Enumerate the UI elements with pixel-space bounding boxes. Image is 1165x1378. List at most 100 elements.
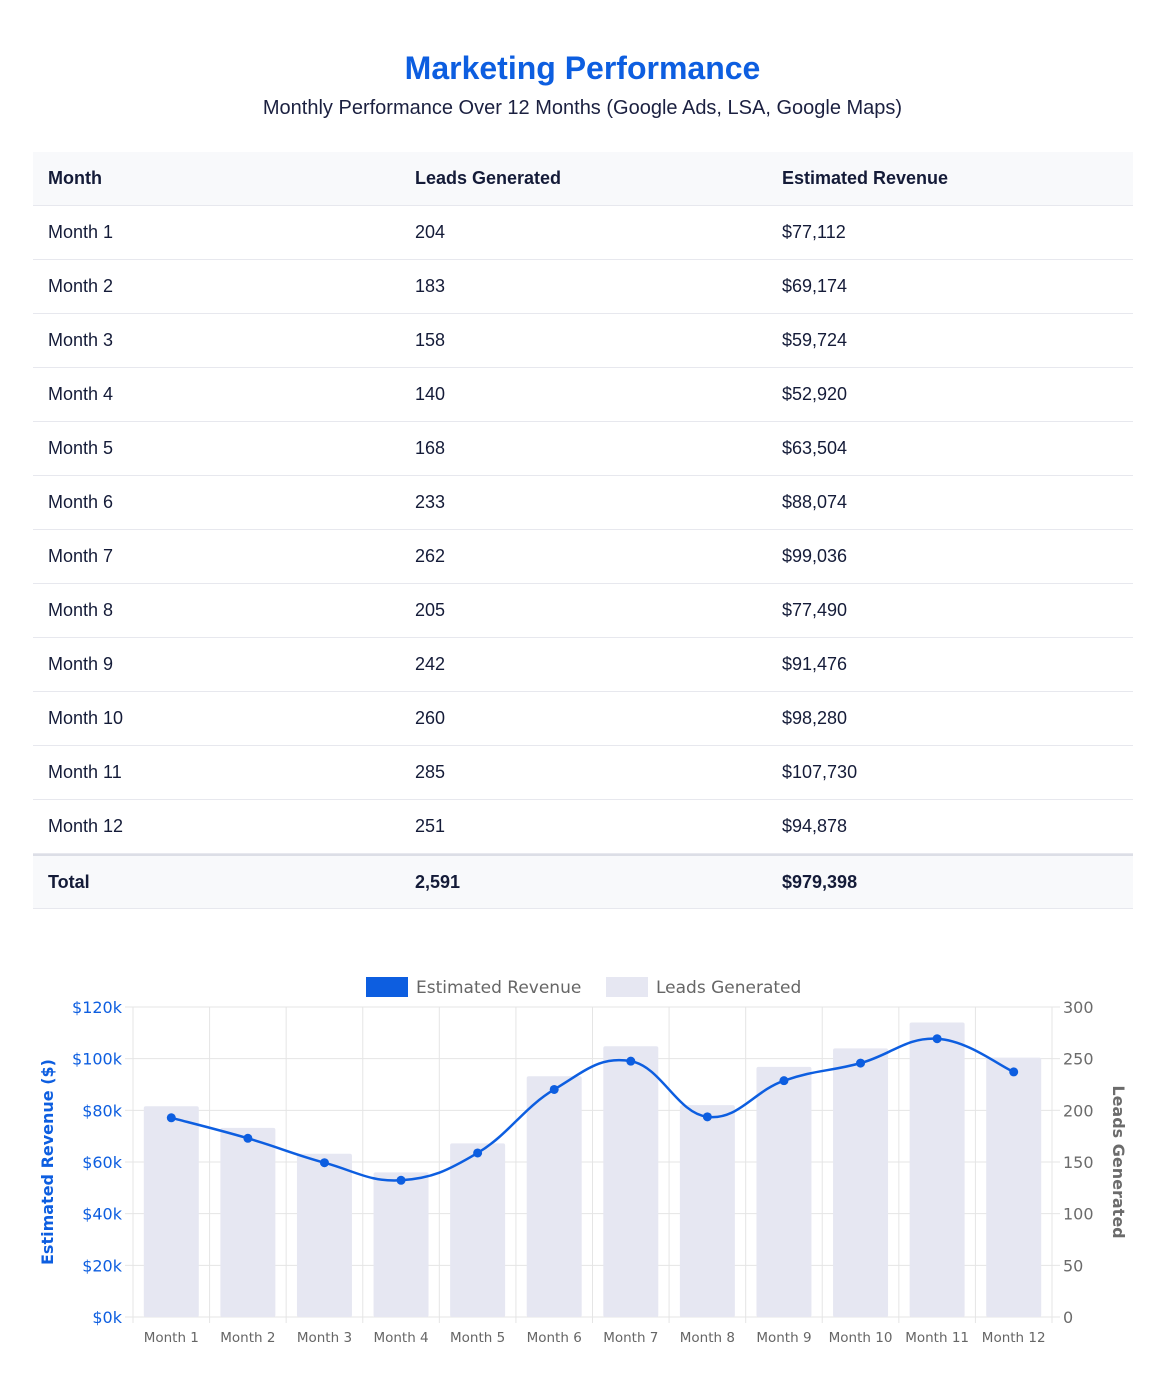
- leads-bar: [986, 1057, 1042, 1317]
- y2-tick-label: 0: [1063, 1308, 1073, 1327]
- y2-tick-label: 300: [1063, 998, 1094, 1017]
- legend-swatch-revenue: [366, 977, 408, 997]
- leads-cell: 158: [415, 330, 446, 350]
- y-tick-label: $80k: [82, 1101, 123, 1120]
- x-tick-label: Month 7: [603, 1330, 658, 1346]
- month-cell: Month 1: [48, 222, 114, 242]
- month-cell: Month 9: [48, 654, 114, 674]
- revenue-cell: $91,476: [782, 654, 848, 674]
- table-row: Month 8 205 $77,490: [33, 584, 1133, 638]
- month-cell: Month 5: [48, 438, 114, 458]
- leads-bar: [909, 1022, 965, 1317]
- y-tick-label: $0k: [92, 1308, 122, 1327]
- x-tick-label: Month 6: [527, 1330, 582, 1346]
- x-tick-label: Month 9: [756, 1330, 811, 1346]
- revenue-cell: $98,280: [782, 708, 848, 728]
- table-total-row: Total 2,591 $979,398: [33, 854, 1133, 909]
- table-row: Month 3 158 $59,724: [33, 314, 1133, 368]
- leads-cell: 262: [415, 546, 446, 566]
- table-row: Month 6 233 $88,074: [33, 476, 1133, 530]
- revenue-point: [549, 1084, 559, 1094]
- combo-chart: $0k $20k $40k $60k $80k $100k $120k 0 50 100 150 20…: [38, 977, 1128, 1346]
- y2-tick-label: 200: [1063, 1101, 1094, 1120]
- table-body: Month 1 204 $77,112 Month 2 183 $69,174 Month …: [33, 206, 1133, 854]
- leads-cell: 251: [415, 816, 446, 836]
- y2-axis-title: Leads Generated: [1109, 1085, 1128, 1238]
- x-tick-label: Month 3: [297, 1330, 352, 1346]
- y-tick-label: $40k: [82, 1205, 123, 1224]
- month-cell: Month 2: [48, 276, 114, 296]
- revenue-cell: $107,730: [782, 762, 858, 782]
- legend-swatch-leads: [606, 977, 648, 997]
- revenue-point: [1009, 1067, 1019, 1077]
- revenue-cell: $88,074: [782, 492, 848, 512]
- performance-table: Month Leads Generated Estimated Revenue …: [33, 152, 1133, 909]
- month-cell: Month 10: [48, 708, 124, 728]
- revenue-point: [319, 1158, 329, 1168]
- month-cell: Month 7: [48, 546, 114, 566]
- table-row: Month 7 262 $99,036: [33, 530, 1133, 584]
- table-row: Month 9 242 $91,476: [33, 638, 1133, 692]
- column-header-leads: Leads Generated: [415, 168, 562, 188]
- leads-bar: [450, 1143, 506, 1317]
- chart-container: $0k $20k $40k $60k $80k $100k $120k 0 50 100 150 20…: [0, 950, 1165, 1378]
- revenue-point: [166, 1113, 176, 1123]
- month-cell: Month 4: [48, 384, 114, 404]
- table-row: Month 2 183 $69,174: [33, 260, 1133, 314]
- table-header-row: Month Leads Generated Estimated Revenue: [33, 152, 1133, 206]
- month-cell: Month 12: [48, 816, 124, 836]
- leads-bar: [833, 1048, 889, 1317]
- y2-tick-label: 250: [1063, 1050, 1094, 1069]
- leads-bar: [143, 1106, 199, 1317]
- x-tick-label: Month 2: [220, 1330, 275, 1346]
- revenue-point: [779, 1076, 789, 1086]
- revenue-cell: $77,490: [782, 600, 848, 620]
- revenue-cell: $94,878: [782, 816, 848, 836]
- y-tick-label: $120k: [72, 998, 123, 1017]
- leads-cell: 140: [415, 384, 446, 404]
- y-axis-title: Estimated Revenue ($): [38, 1059, 57, 1265]
- y-tick-label: $100k: [72, 1050, 123, 1069]
- revenue-cell: $69,174: [782, 276, 848, 296]
- x-tick-label: Month 8: [680, 1330, 735, 1346]
- table-row: Month 1 204 $77,112: [33, 206, 1133, 260]
- leads-bar: [526, 1076, 582, 1317]
- y2-tick-label: 100: [1063, 1205, 1094, 1224]
- revenue-point: [396, 1175, 406, 1185]
- page-subtitle: Monthly Performance Over 12 Months (Goog…: [262, 97, 903, 119]
- x-tick-label: Month 4: [373, 1330, 428, 1346]
- x-tick-label: Month 12: [982, 1330, 1046, 1346]
- revenue-cell: $52,920: [782, 384, 848, 404]
- x-tick-label: Month 1: [144, 1330, 199, 1346]
- table-row: Month 4 140 $52,920: [33, 368, 1133, 422]
- y2-tick-label: 50: [1063, 1256, 1083, 1275]
- leads-bar: [373, 1172, 429, 1317]
- table-row: Month 12 251 $94,878: [33, 800, 1133, 854]
- revenue-cell: $99,036: [782, 546, 848, 566]
- column-header-month: Month: [48, 168, 102, 188]
- y-tick-label: $60k: [82, 1153, 123, 1172]
- leads-cell: 242: [415, 654, 446, 674]
- table-row: Month 5 168 $63,504: [33, 422, 1133, 476]
- page-title: Marketing Performance: [404, 50, 761, 86]
- revenue-point: [932, 1034, 942, 1044]
- leads-cell: 183: [415, 276, 446, 296]
- revenue-point: [626, 1056, 636, 1066]
- revenue-point: [473, 1148, 483, 1158]
- leads-cell: 205: [415, 600, 446, 620]
- revenue-cell: $77,112: [782, 222, 846, 242]
- month-cell: Month 8: [48, 600, 114, 620]
- leads-bar: [603, 1046, 659, 1317]
- leads-cell: 168: [415, 438, 446, 458]
- month-cell: Month 6: [48, 492, 114, 512]
- revenue-point: [856, 1058, 866, 1068]
- month-cell: Month 11: [48, 762, 122, 782]
- table-row: Month 11 285 $107,730: [33, 746, 1133, 800]
- revenue-point: [243, 1133, 253, 1143]
- x-tick-label: Month 5: [450, 1330, 505, 1346]
- legend-label-leads: Leads Generated: [656, 978, 801, 998]
- leads-bar: [756, 1066, 812, 1317]
- x-tick-label: Month 11: [905, 1330, 969, 1346]
- revenue-cell: $59,724: [782, 330, 848, 350]
- column-header-revenue: Estimated Revenue: [782, 168, 949, 188]
